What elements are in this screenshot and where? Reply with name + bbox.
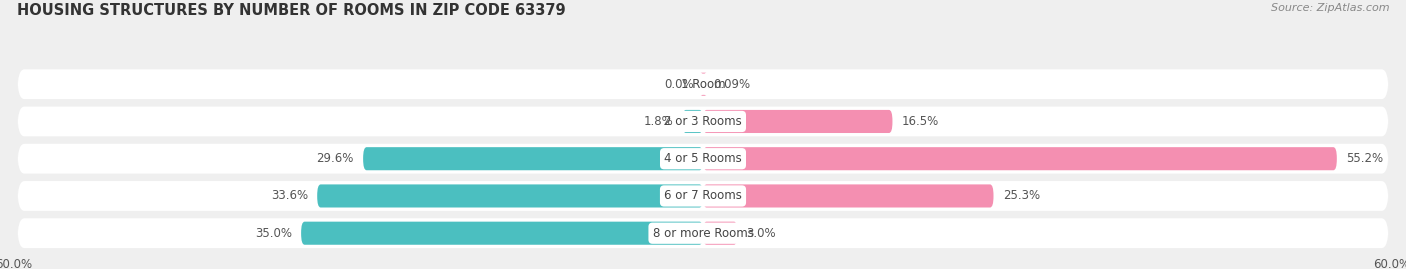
FancyBboxPatch shape [703,110,893,133]
Text: 6 or 7 Rooms: 6 or 7 Rooms [664,189,742,203]
Text: 0.0%: 0.0% [664,78,693,91]
FancyBboxPatch shape [318,185,703,207]
Text: 2 or 3 Rooms: 2 or 3 Rooms [664,115,742,128]
FancyBboxPatch shape [17,69,1389,99]
FancyBboxPatch shape [682,110,703,133]
Text: 25.3%: 25.3% [1002,189,1040,203]
Text: 55.2%: 55.2% [1346,152,1384,165]
FancyBboxPatch shape [363,147,703,170]
Text: 3.0%: 3.0% [747,227,776,240]
FancyBboxPatch shape [17,144,1389,174]
Text: 16.5%: 16.5% [901,115,939,128]
Text: 33.6%: 33.6% [271,189,308,203]
Text: HOUSING STRUCTURES BY NUMBER OF ROOMS IN ZIP CODE 63379: HOUSING STRUCTURES BY NUMBER OF ROOMS IN… [17,3,565,18]
FancyBboxPatch shape [301,222,703,245]
FancyBboxPatch shape [700,73,706,96]
FancyBboxPatch shape [703,222,738,245]
Text: 8 or more Rooms: 8 or more Rooms [652,227,754,240]
FancyBboxPatch shape [17,218,1389,248]
FancyBboxPatch shape [703,147,1337,170]
Text: 0.09%: 0.09% [713,78,751,91]
Text: 1 Room: 1 Room [681,78,725,91]
FancyBboxPatch shape [17,181,1389,211]
Text: 29.6%: 29.6% [316,152,354,165]
FancyBboxPatch shape [17,107,1389,136]
Text: 4 or 5 Rooms: 4 or 5 Rooms [664,152,742,165]
Text: 1.8%: 1.8% [644,115,673,128]
FancyBboxPatch shape [703,185,994,207]
Text: Source: ZipAtlas.com: Source: ZipAtlas.com [1271,3,1389,13]
Text: 35.0%: 35.0% [254,227,292,240]
